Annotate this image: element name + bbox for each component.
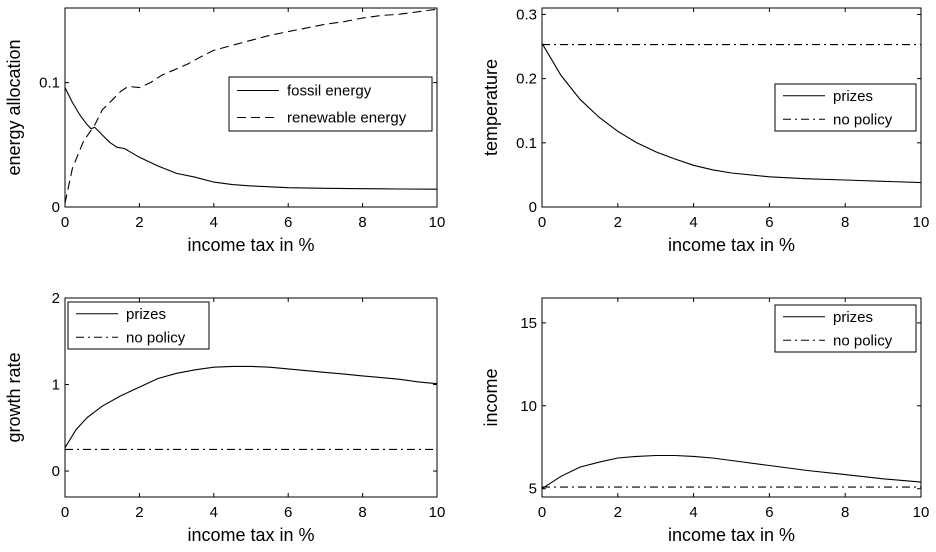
legend: prizes no policy xyxy=(774,83,917,132)
legend-label: no policy xyxy=(833,332,893,349)
y-tick-label: 0.2 xyxy=(516,71,537,88)
x-tick-label: 4 xyxy=(210,214,218,231)
y-tick-label: 0 xyxy=(52,199,60,216)
legend-label: prizes xyxy=(833,88,873,105)
legend-label: prizes xyxy=(126,306,166,323)
y-tick-label: 15 xyxy=(520,315,537,332)
legend-box xyxy=(67,301,210,350)
y-tick-label: 0.1 xyxy=(516,135,537,152)
chart-panel-3: 0 2 4 6 8 10 0 1 2 income tax in % growth rate priz… xyxy=(4,290,445,545)
y-axis-label: growth rate xyxy=(4,352,24,442)
x-tick-label: 0 xyxy=(61,504,69,521)
x-tick-label: 6 xyxy=(284,504,292,521)
x-tick-label: 6 xyxy=(765,504,773,521)
x-tick-label: 4 xyxy=(210,504,218,521)
x-tick-label: 0 xyxy=(61,214,69,231)
chart-panel-2: 0 2 4 6 8 10 0 0.1 0.2 0.3 income tax in % temperat… xyxy=(481,6,929,255)
y-tick-label: 0.3 xyxy=(516,6,537,23)
x-axis-label: income tax in % xyxy=(187,235,314,255)
x-tick-label: 6 xyxy=(765,214,773,231)
y-axis-label: income xyxy=(481,368,501,426)
x-axis-label: income tax in % xyxy=(668,525,795,545)
y-tick-label: 2 xyxy=(52,290,60,307)
y-axis-label: energy allocation xyxy=(4,39,24,175)
x-tick-label: 8 xyxy=(358,504,366,521)
series-group xyxy=(542,43,921,184)
x-tick-label: 4 xyxy=(689,214,697,231)
legend-box xyxy=(774,304,917,353)
legend-label: fossil energy xyxy=(287,83,372,100)
series-line-prizes xyxy=(65,365,437,448)
legend-label: no policy xyxy=(126,329,186,346)
x-tick-label: 2 xyxy=(614,214,622,231)
x-tick-label: 2 xyxy=(135,214,143,231)
series-group xyxy=(542,454,921,490)
series-line-prizes xyxy=(542,43,921,184)
y-tick-label: 0.1 xyxy=(39,75,60,92)
legend-label: renewable energy xyxy=(287,110,407,127)
y-axis-label: temperature xyxy=(481,59,501,156)
series-line-fossil-energy xyxy=(65,87,437,190)
x-tick-label: 2 xyxy=(135,504,143,521)
x-tick-label: 10 xyxy=(429,504,446,521)
x-tick-label: 8 xyxy=(841,214,849,231)
x-tick-label: 4 xyxy=(689,504,697,521)
legend: fossil energy renewable energy xyxy=(228,76,433,132)
x-tick-label: 10 xyxy=(913,504,930,521)
legend-label: prizes xyxy=(833,309,873,326)
y-tick-label: 0 xyxy=(529,199,537,216)
x-axis-label: income tax in % xyxy=(187,525,314,545)
legend-box xyxy=(228,76,433,132)
x-tick-label: 10 xyxy=(913,214,930,231)
series-group xyxy=(65,365,437,450)
x-tick-label: 0 xyxy=(538,504,546,521)
x-tick-label: 6 xyxy=(284,214,292,231)
series-line-renewable-energy xyxy=(65,8,437,204)
series-line-prizes xyxy=(542,454,921,490)
x-tick-label: 0 xyxy=(538,214,546,231)
x-tick-label: 2 xyxy=(614,504,622,521)
y-tick-label: 10 xyxy=(520,398,537,415)
x-axis-label: income tax in % xyxy=(668,235,795,255)
legend-label: no policy xyxy=(833,111,893,128)
y-tick-label: 5 xyxy=(529,481,537,498)
legend: prizes no policy xyxy=(774,304,917,353)
x-tick-label: 10 xyxy=(429,214,446,231)
x-tick-label: 8 xyxy=(358,214,366,231)
legend-box xyxy=(774,83,917,132)
chart-panel-1: 0 2 4 6 8 10 0 0.1 income tax in % energy allocat… xyxy=(4,7,446,255)
legend: prizes no policy xyxy=(67,301,210,350)
x-tick-label: 8 xyxy=(841,504,849,521)
y-tick-label: 0 xyxy=(52,463,60,480)
series-group xyxy=(65,8,437,204)
chart-panel-4: 0 2 4 6 8 10 5 10 15 income tax in % income prizes n… xyxy=(481,297,930,545)
y-tick-label: 1 xyxy=(52,377,60,394)
